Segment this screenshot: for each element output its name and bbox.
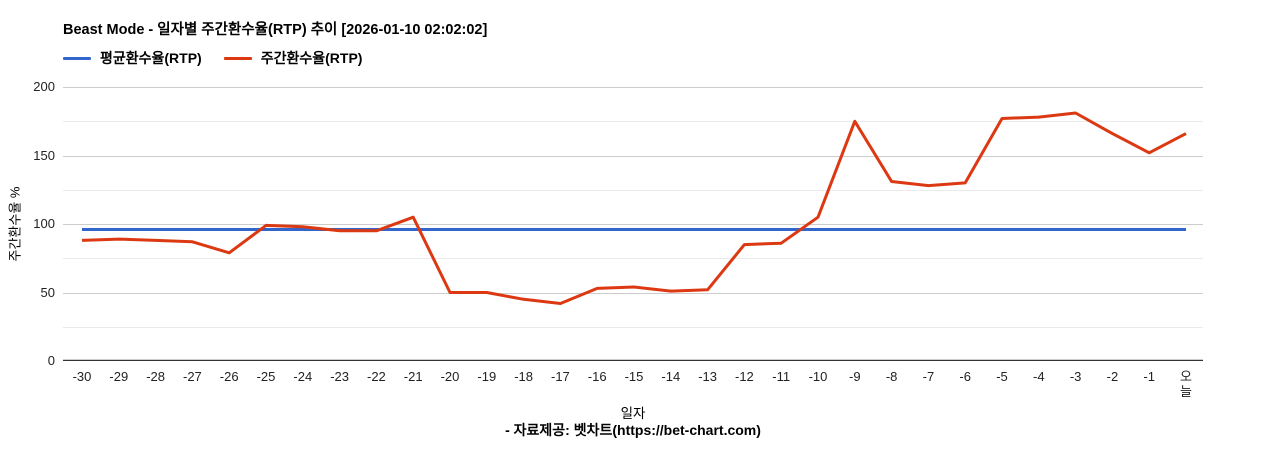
weekly-line [81,111,1187,305]
x-tick-label: -5 [996,369,1008,384]
x-tick-label: -11 [772,369,791,384]
x-tick-label: -15 [624,369,644,384]
x-tick-label: -1 [1143,369,1155,384]
x-tick-label: -20 [440,369,460,384]
x-tick-label: -4 [1033,369,1045,384]
x-tick-label: -13 [698,369,717,384]
y-tick-label: 150 [33,147,55,163]
y-tick-label: 200 [33,79,55,94]
y-tick-label: 100 [33,216,55,231]
legend: 평균환수율(RTP) 주간환수율(RTP) [63,48,384,68]
line-chart-plot [63,87,1203,361]
x-tick-label: -3 [1069,369,1082,384]
source-credit: - 자료제공: 벳차트(https://bet-chart.com) [505,422,761,438]
x-tick-label: -9 [849,369,861,384]
y-tick-label: 50 [40,284,55,300]
x-tick-label: -10 [808,369,828,384]
x-tick-label: -21 [403,369,423,384]
x-tick-label: -12 [734,369,754,384]
average-line-swatch [63,56,91,60]
x-tick-label: -30 [72,369,92,384]
weekly-line-swatch [223,56,252,60]
x-tick-label: -23 [330,369,349,384]
x-tick-label: -27 [182,369,202,384]
chart-title: Beast Mode - 일자별 주간환수율(RTP) 추이 [2026-01-… [63,22,488,38]
x-tick-label: -19 [477,369,497,384]
x-tick-label: -26 [219,369,239,384]
x-tick-label: -14 [661,369,681,384]
x-axis-title: 일자 [620,406,646,421]
x-tick-label: -8 [885,369,898,384]
x-tick-label: -29 [109,369,129,384]
legend-item-weekly: 주간환수율(RTP) [223,48,363,68]
x-tick-label: 오늘 [1180,369,1192,399]
x-tick-label: -22 [366,369,386,384]
x-tick-label: -28 [146,369,165,384]
x-tick-label: -7 [922,369,935,384]
x-tick-label: -17 [550,369,570,384]
x-tick-label: -18 [514,369,533,384]
x-tick-label: -25 [256,369,276,384]
x-tick-label: -24 [293,369,313,384]
legend-label-average: 평균환수율(RTP) [100,50,202,66]
legend-label-weekly: 주간환수율(RTP) [260,50,363,66]
x-tick-label: -6 [959,369,971,384]
x-tick-label: -2 [1106,369,1119,384]
legend-item-average: 평균환수율(RTP) [63,48,202,68]
y-tick-label: 0 [47,353,55,368]
x-tick-label: -16 [587,369,607,384]
